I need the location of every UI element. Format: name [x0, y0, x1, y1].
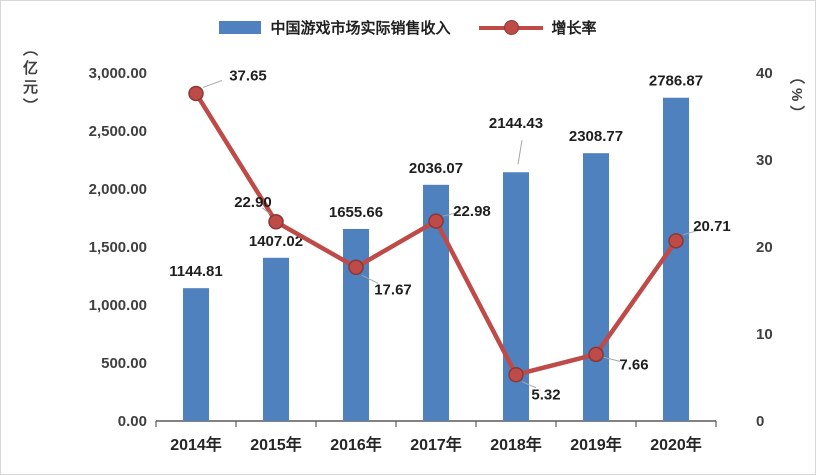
y-axis-right-tick-label: 10: [756, 326, 773, 343]
y-axis-right-tick-label: 40: [756, 65, 773, 82]
x-axis-category-label: 2017年: [410, 435, 462, 454]
line-value-label: 37.65: [229, 67, 267, 84]
line-value-label: 17.67: [374, 281, 412, 298]
label-leader-line: [442, 211, 461, 217]
label-leader-line: [521, 381, 537, 389]
y-axis-right-tick-label: 20: [756, 239, 773, 256]
growth-line-marker: [188, 85, 204, 102]
y-axis-right-tick-label: 0: [756, 413, 764, 430]
y-axis-left-tick-label: 1,000.00: [89, 297, 147, 314]
x-axis-category-label: 2014年: [170, 435, 222, 454]
y-axis-left-tick-label: 1,500.00: [89, 239, 147, 256]
revenue-bar: [663, 97, 689, 421]
legend-item-growth: 增长率: [478, 17, 597, 38]
growth-line-marker: [428, 213, 444, 229]
label-leader-line: [261, 207, 271, 215]
line-value-label: 20.71: [693, 218, 731, 235]
label-leader-line: [361, 274, 379, 284]
revenue-bar: [343, 228, 369, 421]
line-value-label: 22.90: [234, 194, 272, 211]
x-axis-category-label: 2020年: [650, 435, 702, 454]
revenue-series-label: 中国游戏市场实际销售收入: [270, 20, 451, 37]
growth-series-label: 增长率: [551, 20, 597, 37]
growth-line-marker: [588, 346, 604, 363]
revenue-bar: [263, 257, 289, 421]
growth-legend-dot: [503, 20, 519, 35]
left-axis-title: （亿元）: [21, 41, 38, 117]
line-value-label: 7.66: [619, 356, 648, 373]
line-value-label: 22.98: [453, 203, 491, 220]
revenue-bar: [183, 288, 209, 421]
x-axis-category-label: 2016年: [330, 435, 382, 454]
bar-value-label: 1655.66: [329, 204, 383, 221]
bar-value-label: 2036.07: [409, 160, 463, 177]
growth-line-marker: [668, 233, 684, 249]
y-axis-left-tick-label: 3,000.00: [89, 65, 147, 82]
bar-value-label: 1144.81: [169, 263, 222, 280]
label-leader-line: [682, 229, 701, 236]
growth-series-swatch-icon: [478, 20, 543, 35]
x-axis-category-label: 2019年: [570, 435, 622, 454]
x-axis-category-label: 2015年: [250, 435, 302, 454]
revenue-bar: [503, 172, 529, 421]
growth-line-marker: [508, 366, 524, 383]
label-leader-line: [517, 140, 523, 165]
right-axis-title: （%）: [788, 69, 805, 125]
chart-legend: 中国游戏市场实际销售收入 增长率: [1, 17, 815, 38]
bar-value-label: 2144.43: [489, 115, 543, 132]
revenue-bar: [583, 153, 609, 421]
bar-value-label: 1407.02: [249, 233, 303, 250]
label-leader-line: [202, 79, 223, 88]
growth-line-marker: [268, 214, 284, 230]
bar-value-label: 2308.77: [569, 128, 623, 145]
y-axis-left-tick-label: 500.00: [101, 355, 147, 372]
revenue-series-swatch-icon: [219, 21, 262, 34]
y-axis-right-tick-label: 30: [756, 152, 773, 169]
line-value-label: 5.32: [531, 387, 560, 404]
legend-item-revenue: 中国游戏市场实际销售收入: [219, 17, 451, 38]
growth-line-marker: [348, 259, 364, 276]
label-leader-line: [603, 356, 621, 362]
y-axis-left-tick-label: 2,500.00: [89, 123, 147, 140]
x-axis-category-label: 2018年: [490, 435, 542, 454]
y-axis-left-tick-label: 0.00: [118, 413, 147, 430]
y-axis-left-tick-label: 2,000.00: [89, 181, 147, 198]
bar-value-label: 2786.87: [649, 73, 703, 90]
